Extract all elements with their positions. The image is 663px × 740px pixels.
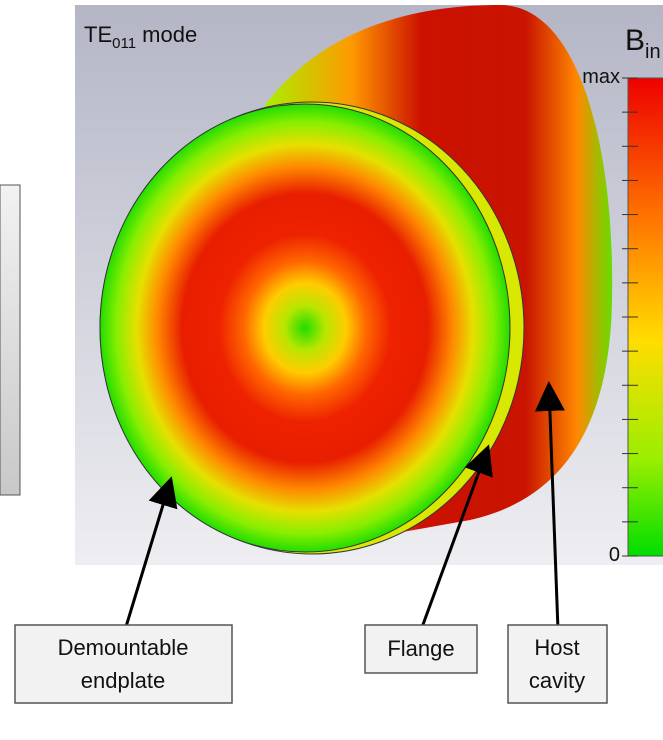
mode-label-sub: 011: [112, 35, 136, 52]
colorbar-symbol: B: [625, 24, 645, 57]
colorbar-sub: in: [645, 41, 661, 63]
colorbar-min: 0: [609, 544, 620, 566]
endplate: [100, 104, 510, 552]
callout-text: endplate: [81, 668, 165, 693]
colorbar-max: max: [582, 66, 620, 88]
side-box: [0, 185, 20, 495]
mode-label-main: TE: [84, 22, 112, 47]
callout-text: Flange: [387, 636, 454, 661]
page: TE011 mode Bin max 0 Demountable endplat…: [0, 0, 663, 735]
callout-text: cavity: [529, 668, 585, 693]
mode-label-rest: mode: [136, 22, 197, 47]
figure: TE011 mode Bin max 0 Demountable endplat…: [0, 0, 663, 735]
callout-text: Host: [534, 635, 579, 660]
callout-text: Demountable: [58, 635, 189, 660]
